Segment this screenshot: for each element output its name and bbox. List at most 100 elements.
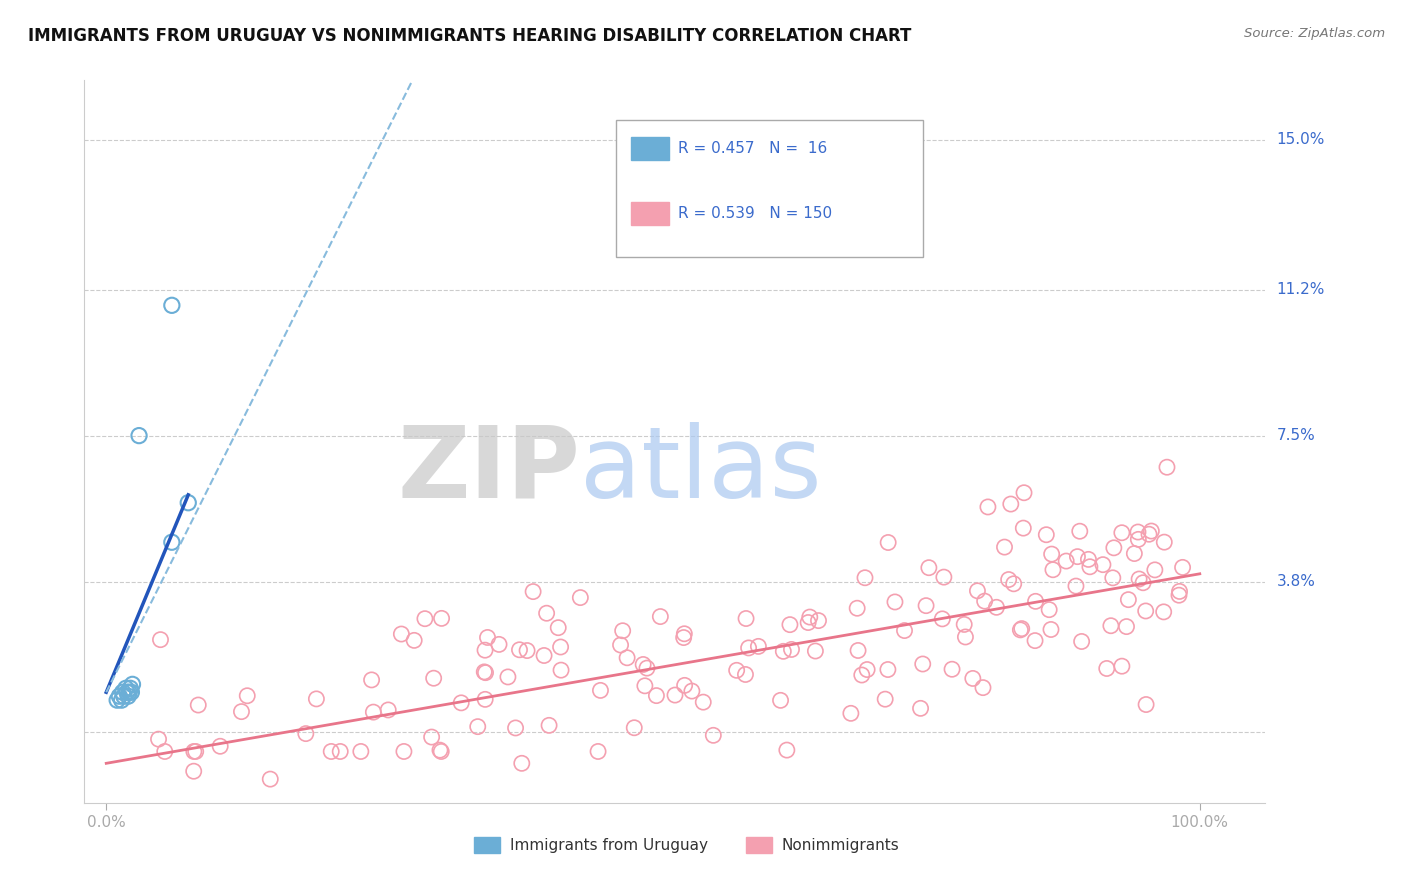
Nonimmigrants <box>846 601 869 615</box>
Nonimmigrants <box>477 631 499 645</box>
Nonimmigrants <box>259 772 281 786</box>
Nonimmigrants <box>1123 547 1146 561</box>
Nonimmigrants <box>187 698 209 712</box>
Nonimmigrants <box>609 638 631 652</box>
Nonimmigrants <box>392 744 415 758</box>
Nonimmigrants <box>1137 527 1160 541</box>
Nonimmigrants <box>672 631 695 645</box>
Nonimmigrants <box>389 627 412 641</box>
Text: IMMIGRANTS FROM URUGUAY VS NONIMMIGRANTS HEARING DISABILITY CORRELATION CHART: IMMIGRANTS FROM URUGUAY VS NONIMMIGRANTS… <box>28 27 911 45</box>
FancyBboxPatch shape <box>631 136 669 160</box>
Nonimmigrants <box>1024 633 1046 648</box>
Nonimmigrants <box>586 744 609 758</box>
Nonimmigrants <box>350 744 373 758</box>
Nonimmigrants <box>1012 485 1035 500</box>
Text: 11.2%: 11.2% <box>1277 282 1324 297</box>
Nonimmigrants <box>184 744 207 758</box>
Immigrants from Uruguay <box>120 681 142 696</box>
Nonimmigrants <box>569 591 592 605</box>
Nonimmigrants <box>505 721 527 735</box>
Nonimmigrants <box>488 637 510 651</box>
Nonimmigrants <box>547 621 569 635</box>
Nonimmigrants <box>1069 524 1091 539</box>
Nonimmigrants <box>1140 524 1163 538</box>
Immigrants from Uruguay <box>177 496 200 510</box>
Nonimmigrants <box>977 500 1000 514</box>
Nonimmigrants <box>941 662 963 676</box>
Text: 15.0%: 15.0% <box>1277 132 1324 147</box>
Immigrants from Uruguay <box>112 689 135 703</box>
Nonimmigrants <box>522 584 544 599</box>
Nonimmigrants <box>636 661 658 675</box>
Nonimmigrants <box>413 612 436 626</box>
Nonimmigrants <box>616 650 638 665</box>
Nonimmigrants <box>183 744 205 758</box>
Nonimmigrants <box>747 640 769 654</box>
Nonimmigrants <box>735 611 758 625</box>
Nonimmigrants <box>986 600 1008 615</box>
Nonimmigrants <box>623 721 645 735</box>
Text: R = 0.539   N = 150: R = 0.539 N = 150 <box>679 206 832 220</box>
Nonimmigrants <box>962 672 984 686</box>
Nonimmigrants <box>474 692 496 706</box>
FancyBboxPatch shape <box>474 838 501 854</box>
Nonimmigrants <box>550 663 572 677</box>
Immigrants from Uruguay <box>117 689 139 703</box>
Nonimmigrants <box>1038 602 1060 616</box>
Nonimmigrants <box>884 595 907 609</box>
Nonimmigrants <box>877 663 900 677</box>
Nonimmigrants <box>430 744 453 758</box>
Nonimmigrants <box>780 642 803 657</box>
Nonimmigrants <box>918 560 941 574</box>
Text: Immigrants from Uruguay: Immigrants from Uruguay <box>509 838 707 853</box>
Nonimmigrants <box>911 657 934 671</box>
Nonimmigrants <box>1101 571 1123 585</box>
Nonimmigrants <box>953 617 976 632</box>
Nonimmigrants <box>1054 554 1077 568</box>
Nonimmigrants <box>702 728 724 742</box>
Nonimmigrants <box>1066 549 1088 564</box>
Nonimmigrants <box>877 535 900 549</box>
Nonimmigrants <box>997 573 1019 587</box>
Nonimmigrants <box>932 570 955 584</box>
Nonimmigrants <box>612 624 634 638</box>
Nonimmigrants <box>1153 535 1175 549</box>
Nonimmigrants <box>1156 460 1178 475</box>
Nonimmigrants <box>1025 594 1047 608</box>
Nonimmigrants <box>955 630 977 644</box>
Nonimmigrants <box>893 624 915 638</box>
Nonimmigrants <box>1153 605 1175 619</box>
Nonimmigrants <box>472 665 495 679</box>
Nonimmigrants <box>474 643 496 657</box>
Nonimmigrants <box>474 665 496 680</box>
Nonimmigrants <box>536 606 558 620</box>
Nonimmigrants <box>1128 533 1150 547</box>
Nonimmigrants <box>779 617 801 632</box>
Nonimmigrants <box>321 744 343 758</box>
Nonimmigrants <box>1039 623 1062 637</box>
Nonimmigrants <box>1010 623 1032 637</box>
Nonimmigrants <box>1168 584 1191 599</box>
Text: 7.5%: 7.5% <box>1277 428 1315 443</box>
Text: Source: ZipAtlas.com: Source: ZipAtlas.com <box>1244 27 1385 40</box>
Nonimmigrants <box>673 678 696 692</box>
Nonimmigrants <box>1099 618 1122 632</box>
Nonimmigrants <box>692 695 714 709</box>
Nonimmigrants <box>673 627 696 641</box>
Nonimmigrants <box>856 663 879 677</box>
Nonimmigrants <box>430 611 453 625</box>
Nonimmigrants <box>377 703 399 717</box>
Nonimmigrants <box>725 663 748 677</box>
Nonimmigrants <box>1168 588 1191 602</box>
Nonimmigrants <box>772 644 794 658</box>
Nonimmigrants <box>1132 575 1154 590</box>
Nonimmigrants <box>915 599 938 613</box>
Immigrants from Uruguay <box>115 685 138 699</box>
Nonimmigrants <box>429 743 451 757</box>
Immigrants from Uruguay <box>108 689 131 703</box>
Nonimmigrants <box>1077 552 1099 566</box>
Nonimmigrants <box>550 640 572 654</box>
Nonimmigrants <box>1111 659 1133 673</box>
Nonimmigrants <box>1002 576 1025 591</box>
Nonimmigrants <box>1011 622 1033 636</box>
